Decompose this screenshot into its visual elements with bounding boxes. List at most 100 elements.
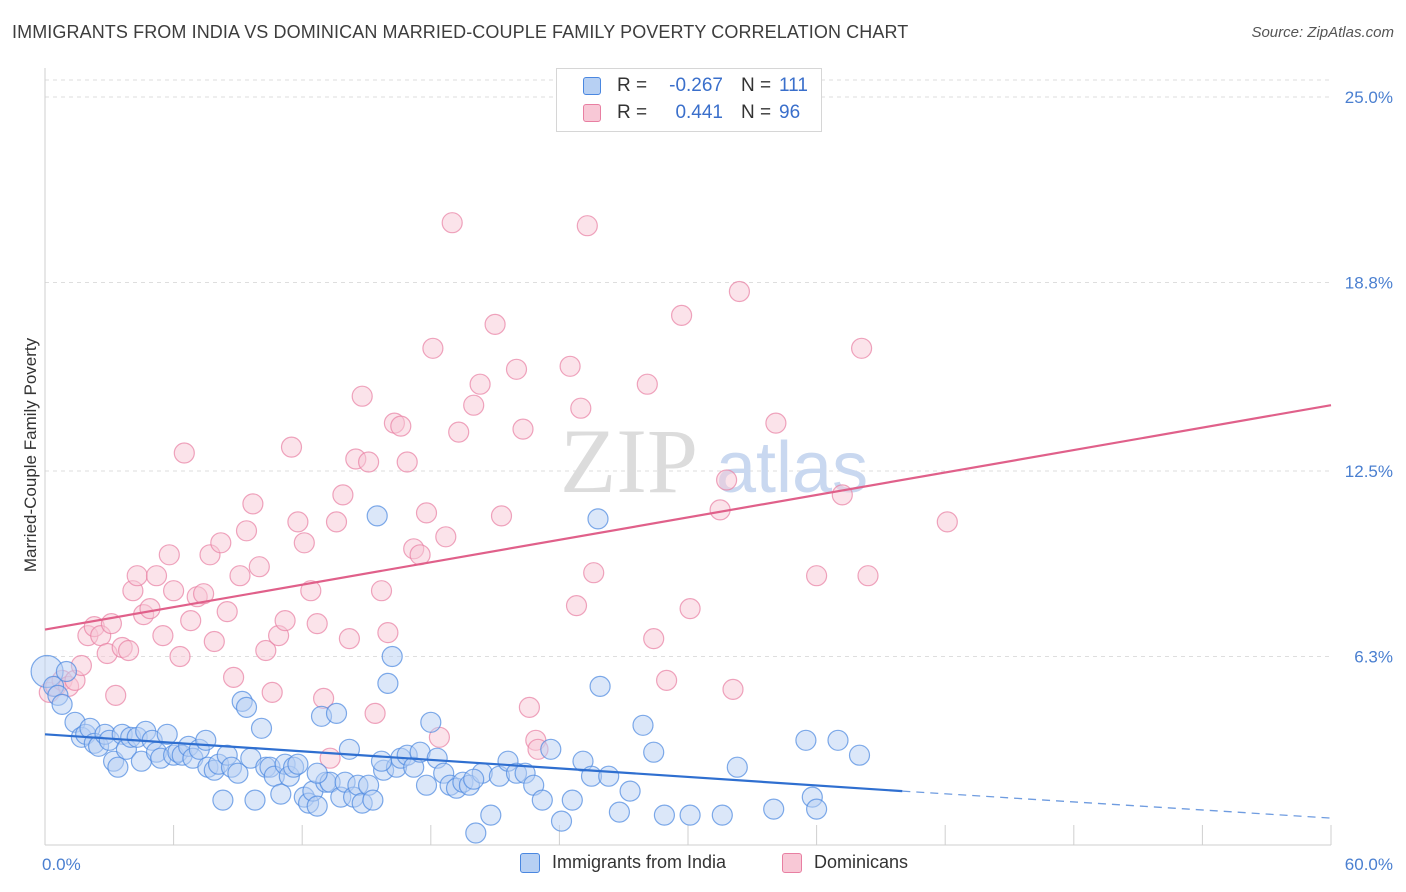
chart-title: IMMIGRANTS FROM INDIA VS DOMINICAN MARRI… xyxy=(12,22,909,42)
dominican-point xyxy=(145,565,168,587)
india-points xyxy=(30,505,871,844)
india-point xyxy=(212,789,234,811)
dominican-point xyxy=(396,451,418,473)
stats-legend: R = -0.267 N = 111 R = 0.441 N = 96 xyxy=(556,68,822,132)
dominican-point xyxy=(180,609,202,632)
india-point xyxy=(480,804,502,826)
dominican-point xyxy=(565,594,588,617)
dominican-point xyxy=(463,394,485,416)
india-point xyxy=(643,741,665,763)
dominican-point xyxy=(643,627,665,650)
india-point xyxy=(561,789,583,811)
india-point xyxy=(51,693,73,716)
dominican-point xyxy=(235,520,258,542)
dominican-point xyxy=(469,373,491,395)
legend-swatch-dominicans xyxy=(782,852,802,873)
dominican-point xyxy=(576,215,598,237)
india-point xyxy=(589,675,611,698)
x-tick-label: 0.0% xyxy=(42,855,81,874)
dominican-point xyxy=(287,511,309,533)
dominican-point xyxy=(505,358,528,380)
india-point xyxy=(325,702,348,725)
india-point xyxy=(415,774,438,796)
india-point xyxy=(679,804,701,826)
watermark-zip: ZIP xyxy=(560,410,698,512)
dominican-point xyxy=(332,484,354,506)
dominican-point xyxy=(415,502,438,524)
dominican-point xyxy=(370,580,393,602)
dominican-point xyxy=(435,526,457,548)
x-tick-labels: 0.0% 60.0% xyxy=(42,855,1393,874)
india-point xyxy=(598,765,620,787)
dominican-point xyxy=(300,580,322,602)
legend-r-value: -0.267 xyxy=(669,75,723,96)
india-point xyxy=(531,789,553,811)
dominican-point xyxy=(728,280,751,303)
dominican-point xyxy=(715,469,738,491)
india-point xyxy=(420,711,442,733)
dominican-point xyxy=(152,624,174,647)
y-tick-labels: 6.3% 12.5% 18.8% 25.0% xyxy=(1345,88,1393,667)
dominican-point xyxy=(126,565,148,587)
dominican-point xyxy=(193,583,215,605)
dominican-point xyxy=(390,415,412,437)
india-point xyxy=(540,738,562,760)
dominican-point xyxy=(242,493,264,515)
dominican-point xyxy=(364,702,386,725)
dominican-point xyxy=(139,597,161,620)
india-point xyxy=(306,762,328,784)
dominican-point xyxy=(351,385,373,407)
india-point xyxy=(619,780,641,802)
dominican-point xyxy=(422,337,444,359)
axes xyxy=(44,68,1332,846)
dominican-point xyxy=(210,532,232,554)
legend-item-india[interactable]: Immigrants from India xyxy=(520,852,726,873)
dominican-point xyxy=(325,511,348,533)
dominican-point xyxy=(293,532,315,554)
dominican-point xyxy=(248,556,270,578)
india-point xyxy=(366,505,388,527)
legend-r-label: R = xyxy=(617,102,648,123)
dominican-point xyxy=(655,669,678,692)
dominican-point xyxy=(255,639,277,662)
dominican-point xyxy=(306,612,328,635)
dominican-point xyxy=(223,666,245,689)
dominicans-trend-line xyxy=(44,404,1332,631)
dominican-point xyxy=(490,505,513,527)
dominican-point xyxy=(936,511,958,533)
y-tick-label: 6.3% xyxy=(1354,648,1393,667)
y-tick-label: 18.8% xyxy=(1345,274,1393,293)
y-axis-label: Married-Couple Family Poverty xyxy=(21,337,40,572)
india-point xyxy=(805,798,828,820)
watermark: ZIP atlas xyxy=(560,410,868,512)
dominican-point xyxy=(338,627,360,650)
dominican-point xyxy=(105,684,127,707)
india-point xyxy=(827,729,849,751)
dominican-point xyxy=(636,373,658,395)
dominican-point xyxy=(203,630,225,653)
india-point xyxy=(107,756,129,778)
dominican-point xyxy=(261,681,283,704)
legend-label-dominicans: Dominicans xyxy=(814,852,909,872)
dominican-point xyxy=(358,451,380,473)
india-point xyxy=(608,801,631,823)
india-point xyxy=(250,717,273,739)
legend-item-dominicans[interactable]: Dominicans xyxy=(782,852,908,873)
legend-n-value: 96 xyxy=(779,102,801,123)
dominican-point xyxy=(850,337,873,359)
india-point xyxy=(235,696,258,719)
dominican-point xyxy=(512,418,534,440)
dominican-point xyxy=(448,421,470,443)
dominican-point xyxy=(163,580,185,602)
dominican-point xyxy=(670,304,693,326)
india-point xyxy=(587,508,609,530)
dominican-point xyxy=(441,212,463,234)
legend-n-label: N = xyxy=(741,75,772,96)
legend-n-value: 111 xyxy=(779,75,808,96)
india-point xyxy=(463,768,485,790)
india-point xyxy=(244,789,266,811)
india-point xyxy=(763,798,785,820)
x-tick-label: 60.0% xyxy=(1345,855,1393,874)
india-point xyxy=(270,783,292,805)
dominican-point xyxy=(118,639,140,662)
